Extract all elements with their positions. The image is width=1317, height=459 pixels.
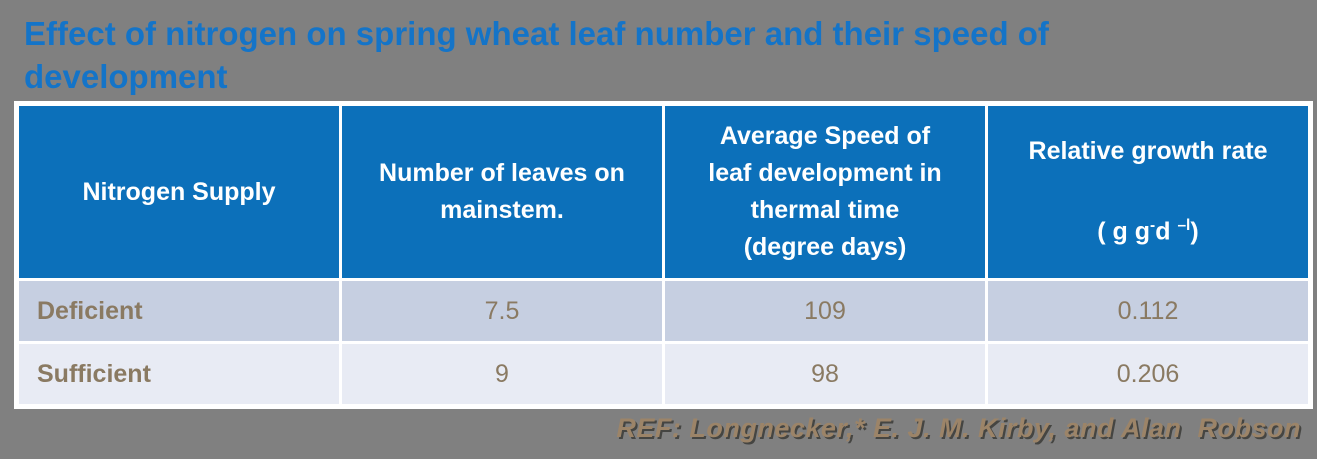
header-number-of-leaves: Number of leaves on mainstem. xyxy=(342,106,662,278)
unit-superscript: –l xyxy=(1177,217,1191,235)
relative-growth-rate-unit: ( g g-d –l) xyxy=(1029,207,1268,250)
nitrogen-data-table: Nitrogen Supply Number of leaves on main… xyxy=(14,101,1313,409)
unit-part: ( g g xyxy=(1097,217,1151,246)
row-sufficient-speed: 98 xyxy=(665,344,985,404)
row-deficient-growth: 0.112 xyxy=(988,281,1308,341)
header-average-speed: Average Speed of leaf development in the… xyxy=(665,106,985,278)
header-relative-growth-rate: Relative growth rate ( g g-d –l) xyxy=(988,106,1308,278)
row-sufficient-leaves: 9 xyxy=(342,344,662,404)
row-deficient-leaves: 7.5 xyxy=(342,281,662,341)
slide-title-line2: development xyxy=(24,58,228,95)
slide-title: Effect of nitrogen on spring wheat leaf … xyxy=(24,12,1304,98)
unit-part: ) xyxy=(1190,217,1199,246)
row-deficient-supply: Deficient xyxy=(19,281,339,341)
header-relative-growth-rate-text: Relative growth rate ( g g-d –l) xyxy=(1029,96,1268,287)
unit-part: d xyxy=(1155,217,1178,246)
relative-growth-rate-label: Relative growth rate xyxy=(1028,137,1268,166)
unit-superscript: - xyxy=(1150,217,1156,235)
reference-text: REF: Longnecker,* E. J. M. Kirby, and Al… xyxy=(616,413,1301,443)
header-nitrogen-supply: Nitrogen Supply xyxy=(19,106,339,278)
slide-title-line1: Effect of nitrogen on spring wheat leaf … xyxy=(24,15,1049,52)
row-sufficient-supply: Sufficient xyxy=(19,344,339,404)
row-deficient-speed: 109 xyxy=(665,281,985,341)
row-sufficient-growth: 0.206 xyxy=(988,344,1308,404)
